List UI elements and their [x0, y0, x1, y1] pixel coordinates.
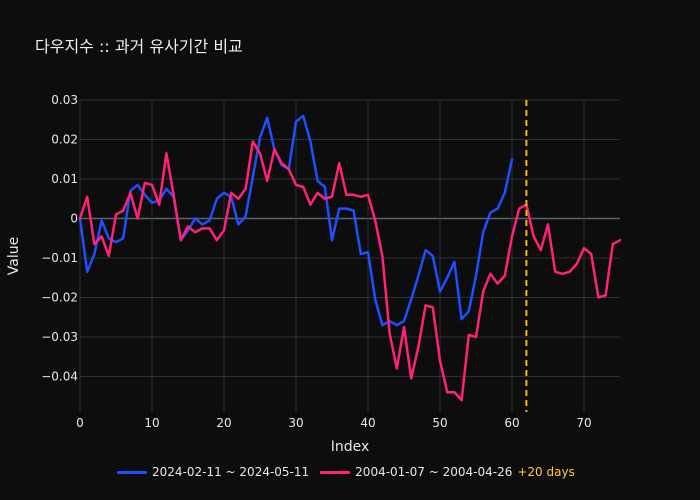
legend-label-series-1: 2024-02-11 ~ 2024-05-11 [152, 465, 310, 479]
series-line-1 [78, 114, 514, 327]
x-tick-label: 10 [144, 416, 159, 430]
legend-item-series-2[interactable]: 2004-01-07 ~ 2004-04-26 +20 days [320, 465, 575, 479]
x-tick-label: 50 [432, 416, 447, 430]
x-tick-label: 60 [504, 416, 519, 430]
y-tick-label: 0 [70, 211, 78, 225]
y-tick-label: 0.01 [51, 172, 78, 186]
legend-swatch-series-1 [117, 470, 147, 474]
x-tick-label: 20 [216, 416, 231, 430]
series-line-2 [78, 140, 622, 402]
x-tick-label: 30 [288, 416, 303, 430]
legend-item-series-1[interactable]: 2024-02-11 ~ 2024-05-11 [117, 465, 309, 479]
x-tick-label: 70 [576, 416, 591, 430]
x-axis-label: Index [331, 439, 370, 455]
x-tick-label: 0 [76, 416, 84, 430]
chart-title: 다우지수 :: 과거 유사기간 비교 [35, 37, 243, 56]
y-tick-label: −0.04 [41, 369, 78, 383]
legend-label-series-2: 2004-01-07 ~ 2004-04-26 [355, 465, 513, 479]
legend: 2024-02-11 ~ 2024-05-11 2004-01-07 ~ 200… [117, 465, 586, 479]
y-tick-label: −0.01 [41, 251, 78, 265]
extra-days-label: +20 days [517, 465, 575, 479]
y-axis-label: Value [6, 237, 22, 275]
legend-swatch-series-2 [320, 470, 351, 474]
y-tick-label: 0.02 [51, 132, 78, 146]
y-tick-label: 0.03 [51, 93, 78, 107]
y-tick-label: −0.03 [41, 330, 78, 344]
x-tick-label: 40 [360, 416, 375, 430]
y-tick-label: −0.02 [41, 290, 78, 304]
